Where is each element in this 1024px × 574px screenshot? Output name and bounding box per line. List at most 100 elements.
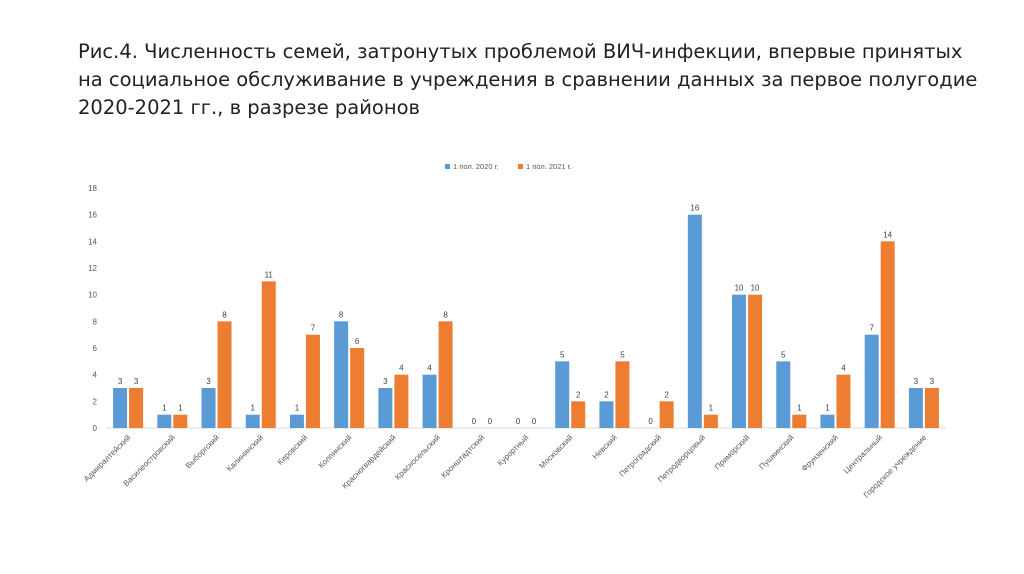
- bar-2020: [245, 414, 260, 428]
- bar-2020: [776, 361, 791, 428]
- data-label: 3: [118, 377, 123, 386]
- data-label: 8: [339, 310, 344, 319]
- x-tick-label: Курортный: [496, 433, 531, 468]
- data-label: 0: [472, 417, 477, 426]
- data-label: 7: [311, 324, 316, 333]
- y-tick-label: 16: [88, 211, 97, 220]
- x-tick-label: Кировский: [276, 433, 310, 467]
- x-tick-label: Приморский: [713, 433, 752, 472]
- data-label: 0: [488, 417, 493, 426]
- data-label: 1: [178, 404, 183, 413]
- bar-2020: [201, 388, 216, 428]
- bar-2020: [820, 414, 835, 428]
- bar-2020: [687, 214, 702, 428]
- bar-2021: [924, 388, 939, 428]
- x-tick-label: Выборгский: [184, 433, 221, 470]
- bar-2021: [836, 374, 851, 428]
- data-label: 3: [383, 377, 388, 386]
- bar-2020: [289, 414, 304, 428]
- data-label: 4: [841, 364, 846, 373]
- bar-2021: [394, 374, 409, 428]
- data-label: 8: [443, 310, 448, 319]
- data-label: 3: [206, 377, 211, 386]
- data-label: 10: [735, 284, 744, 293]
- chart-title: Рис.4. Численность семей, затронутых про…: [78, 40, 978, 119]
- bar-2021: [173, 414, 188, 428]
- data-label: 1: [295, 404, 300, 413]
- data-label: 14: [883, 230, 892, 239]
- x-tick-label: Калининский: [225, 433, 265, 473]
- data-label: 5: [781, 350, 786, 359]
- x-tick-label: Кронштадтский: [439, 433, 486, 480]
- bar-2021: [350, 348, 365, 428]
- data-label: 16: [690, 204, 699, 213]
- y-tick-label: 4: [93, 371, 98, 380]
- bar-2021: [703, 414, 718, 428]
- data-label: 7: [869, 324, 874, 333]
- bar-2021: [305, 334, 320, 428]
- data-label: 4: [399, 364, 404, 373]
- data-label: 0: [516, 417, 521, 426]
- x-tick-label: Красносельский: [393, 433, 442, 482]
- legend-label: 1 пол. 2021 г.: [526, 162, 572, 171]
- y-tick-label: 8: [93, 317, 98, 326]
- bar-2021: [438, 321, 453, 428]
- data-label: 1: [825, 404, 830, 413]
- y-tick-label: 14: [88, 237, 97, 246]
- data-label: 5: [560, 350, 565, 359]
- bar-2020: [157, 414, 172, 428]
- bar-2021: [615, 361, 630, 428]
- data-label: 8: [222, 310, 227, 319]
- x-tick-label: Пушкинский: [757, 433, 795, 471]
- x-tick-label: Петродворцовый: [656, 433, 707, 484]
- data-label: 3: [134, 377, 139, 386]
- data-label: 4: [427, 364, 432, 373]
- bar-2020: [422, 374, 437, 428]
- legend-swatch: [518, 164, 523, 169]
- data-label: 3: [914, 377, 919, 386]
- x-tick-label: Колпинский: [317, 433, 354, 470]
- bar-2021: [659, 401, 674, 428]
- bar-2020: [378, 388, 393, 428]
- data-label: 2: [664, 390, 669, 399]
- bar-2021: [792, 414, 807, 428]
- y-tick-label: 2: [93, 397, 98, 406]
- bar-2021: [129, 388, 144, 428]
- data-label: 1: [251, 404, 256, 413]
- x-tick-label: Фрунзенский: [800, 433, 840, 473]
- data-label: 2: [576, 390, 581, 399]
- x-tick-label: Московский: [537, 433, 574, 470]
- data-label: 11: [265, 270, 274, 279]
- x-tick-label: Адмиралтейский: [82, 433, 133, 484]
- bar-2021: [571, 401, 586, 428]
- y-tick-label: 0: [93, 424, 98, 433]
- data-label: 2: [604, 390, 609, 399]
- y-tick-label: 10: [88, 291, 97, 300]
- bar-2021: [261, 281, 276, 428]
- x-tick-label: Петроградский: [617, 433, 663, 479]
- legend-swatch: [445, 164, 450, 169]
- legend-label: 1 пол. 2020 г.: [453, 162, 499, 171]
- data-label: 5: [620, 350, 625, 359]
- bar-2020: [908, 388, 923, 428]
- bar-2021: [880, 241, 895, 428]
- data-label: 10: [751, 284, 760, 293]
- bar-2021: [217, 321, 232, 428]
- y-tick-label: 18: [88, 184, 97, 193]
- data-label: 3: [930, 377, 935, 386]
- data-label: 1: [162, 404, 167, 413]
- data-label: 0: [532, 417, 537, 426]
- y-tick-label: 12: [88, 264, 97, 273]
- y-tick-label: 6: [93, 344, 98, 353]
- x-tick-label: Невский: [591, 433, 619, 461]
- bar-2020: [864, 334, 879, 428]
- bar-2020: [113, 388, 128, 428]
- data-label: 1: [709, 404, 714, 413]
- bar-2021: [748, 294, 763, 428]
- data-label: 0: [648, 417, 653, 426]
- data-label: 1: [797, 404, 802, 413]
- bar-2020: [732, 294, 747, 428]
- bar-2020: [334, 321, 349, 428]
- data-label: 6: [355, 337, 360, 346]
